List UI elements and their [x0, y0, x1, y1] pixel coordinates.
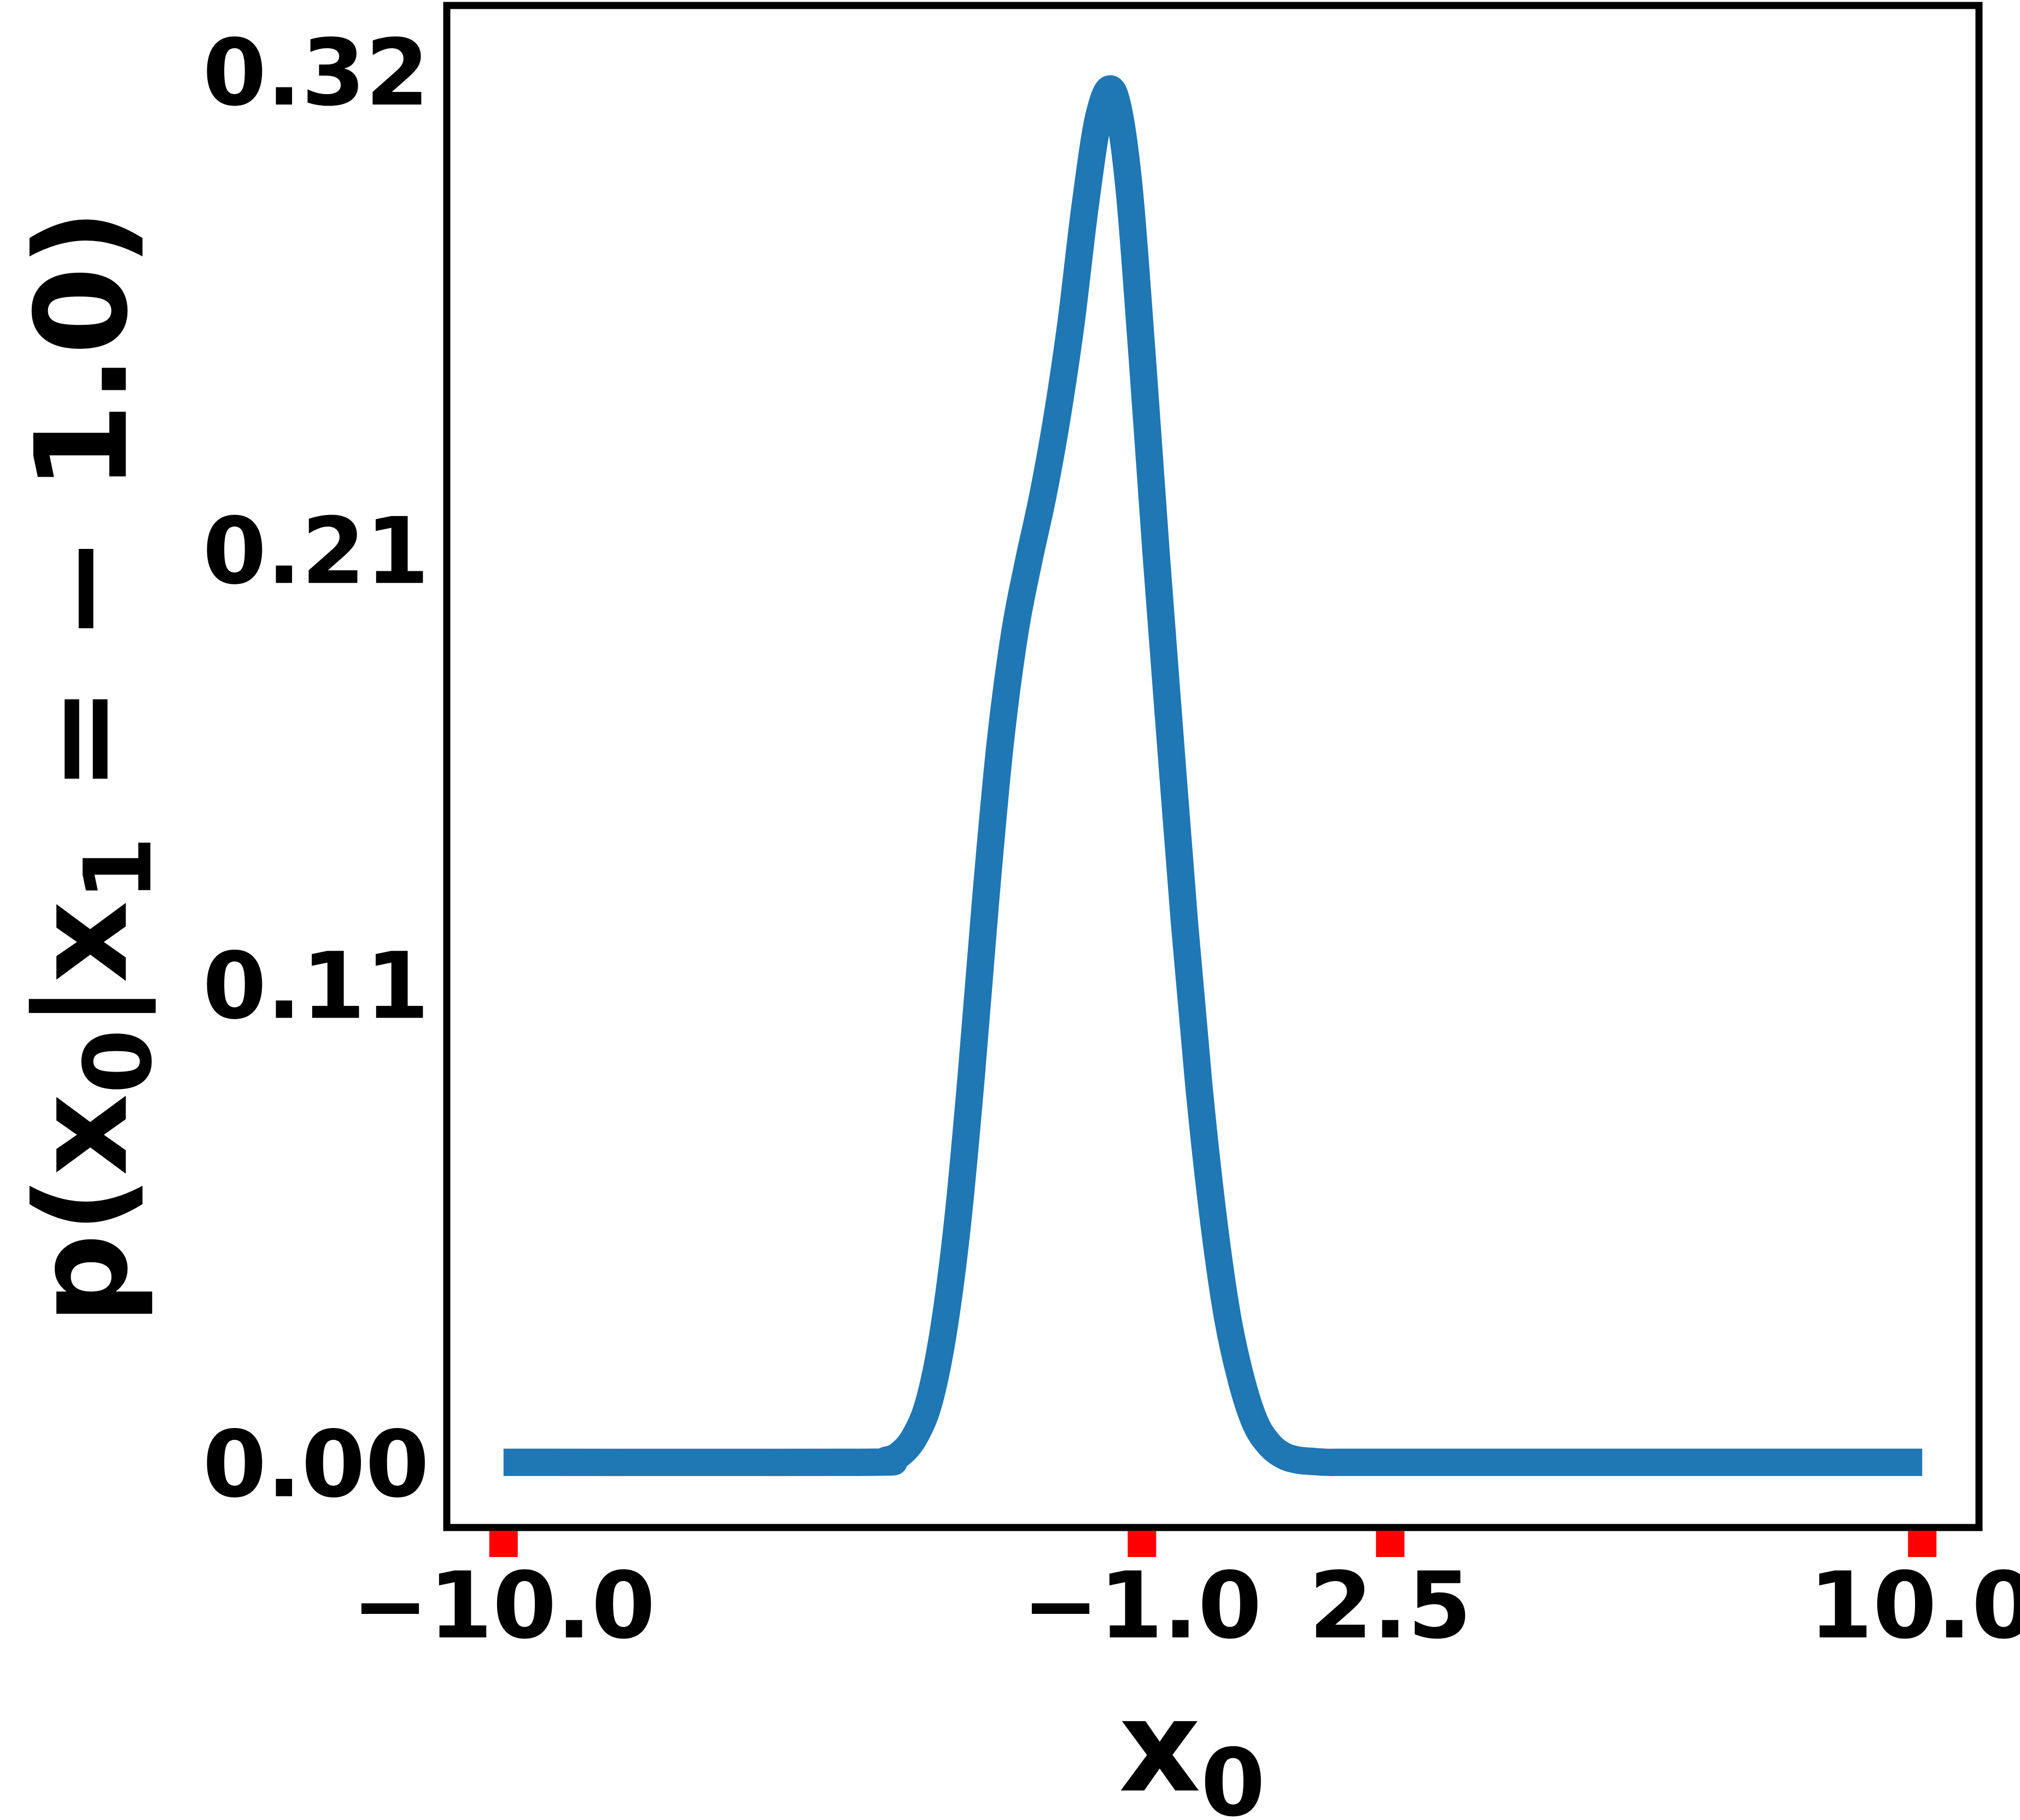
y-axis-label-sub0: 0 — [65, 1029, 173, 1093]
y-axis-label-part1: p(x — [8, 1094, 156, 1325]
x-tick-label-0: −10.0 — [352, 1552, 655, 1659]
plot-frame — [443, 2, 1983, 1531]
x-axis-label: x0 — [1119, 1673, 1265, 1820]
x-axis-label-main: x — [1119, 1673, 1201, 1820]
x-axis-ticks: −10.0 −1.0 2.5 10.0 — [352, 1531, 2020, 1659]
x-tick-mark-2 — [1376, 1531, 1405, 1557]
y-axis-label-sub1: 1 — [65, 836, 173, 901]
plot-area — [503, 75, 1923, 1476]
y-axis-ticks: 0.00 0.11 0.21 0.32 — [202, 19, 429, 1518]
series-line-0 — [503, 75, 1923, 1476]
x-tick-mark-1 — [1128, 1531, 1157, 1557]
x-tick-label-1: −1.0 — [1022, 1552, 1262, 1659]
x-tick-label-3: 10.0 — [1809, 1552, 2020, 1659]
y-tick-label-0: 0.00 — [202, 1411, 429, 1518]
x-tick-mark-3 — [1908, 1531, 1937, 1557]
x-axis-label-subscript: 0 — [1201, 1729, 1265, 1820]
y-axis-label-part3: = − 1.0) — [8, 209, 156, 836]
y-axis-label: p(x0|x1 = − 1.0) — [8, 209, 173, 1325]
y-axis-label-part2: |x — [8, 901, 156, 1029]
x-tick-label-2: 2.5 — [1309, 1552, 1472, 1659]
y-tick-label-1: 0.11 — [202, 933, 429, 1040]
y-tick-label-2: 0.21 — [202, 498, 429, 605]
x-tick-mark-0 — [489, 1531, 518, 1557]
y-tick-label-3: 0.32 — [202, 19, 429, 126]
